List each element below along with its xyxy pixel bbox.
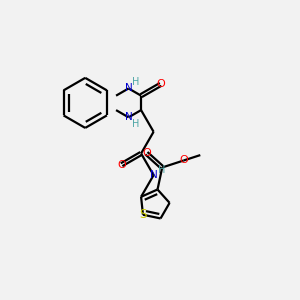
Text: N: N bbox=[150, 170, 158, 180]
Text: H: H bbox=[132, 119, 140, 129]
Text: H: H bbox=[158, 165, 166, 175]
Text: N: N bbox=[125, 83, 132, 93]
Text: O: O bbox=[142, 148, 151, 158]
Text: O: O bbox=[179, 155, 188, 166]
Text: O: O bbox=[117, 160, 126, 170]
Text: S: S bbox=[139, 208, 147, 221]
Text: O: O bbox=[156, 80, 165, 89]
Text: N: N bbox=[125, 112, 132, 122]
Text: H: H bbox=[132, 77, 140, 87]
